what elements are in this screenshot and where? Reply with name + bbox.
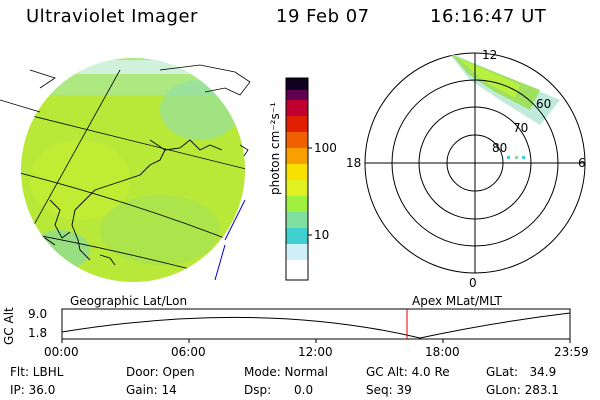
apex-map-label: Apex MLat/MLT (412, 294, 502, 308)
header-time: 16:16:47 UT (430, 6, 547, 27)
dsp-info: Dsp: 0.0 (244, 383, 314, 397)
geo-map-label: Geographic Lat/Lon (70, 294, 188, 308)
mlt-label-0: 0 (469, 276, 477, 290)
header-date: 19 Feb 07 (276, 6, 370, 27)
xtick-1200: 12:00 (298, 345, 333, 359)
gain-info: Gain: 14 (126, 383, 177, 397)
flt-info: Flt: LBHL (10, 365, 64, 379)
colorbar (285, 77, 312, 281)
door-info: Door: Open (126, 365, 195, 379)
xtick-0600: 06:00 (171, 345, 206, 359)
mlat-label-80: 80 (492, 141, 508, 155)
mlt-label-6: 6 (578, 156, 586, 170)
glat-info: GLat: 34.9 (486, 365, 557, 379)
colorbar-unit-label: photon cm⁻²s⁻¹ (268, 102, 282, 195)
mode-info: Mode: Normal (244, 365, 328, 379)
xtick-2359: 23:59 (554, 345, 589, 359)
altitude-plot (61, 308, 571, 343)
colorbar-tick-10: 10 (314, 228, 330, 242)
seq-info: Seq: 39 (366, 383, 412, 397)
mlat-label-60: 60 (536, 97, 552, 111)
altitude-ytick-high: 9.0 (28, 307, 48, 321)
altitude-ylabel: GC Alt (2, 307, 16, 345)
earth-image (0, 58, 251, 282)
mlt-label-12: 12 (482, 48, 498, 62)
instrument-title: Ultraviolet Imager (26, 6, 198, 27)
mlat-label-70: 70 (513, 121, 529, 135)
gc-alt-info: GC Alt: 4.0 Re (366, 365, 450, 379)
mlt-label-18: 18 (346, 156, 362, 170)
ip-info: IP: 36.0 (10, 383, 56, 397)
glon-info: GLon: 283.1 (486, 383, 559, 397)
altitude-ytick-low: 1.8 (28, 326, 48, 340)
polar-plot (364, 52, 586, 274)
colorbar-tick-100: 100 (314, 141, 337, 155)
xtick-0000: 00:00 (44, 345, 79, 359)
xtick-1800: 18:00 (425, 345, 460, 359)
